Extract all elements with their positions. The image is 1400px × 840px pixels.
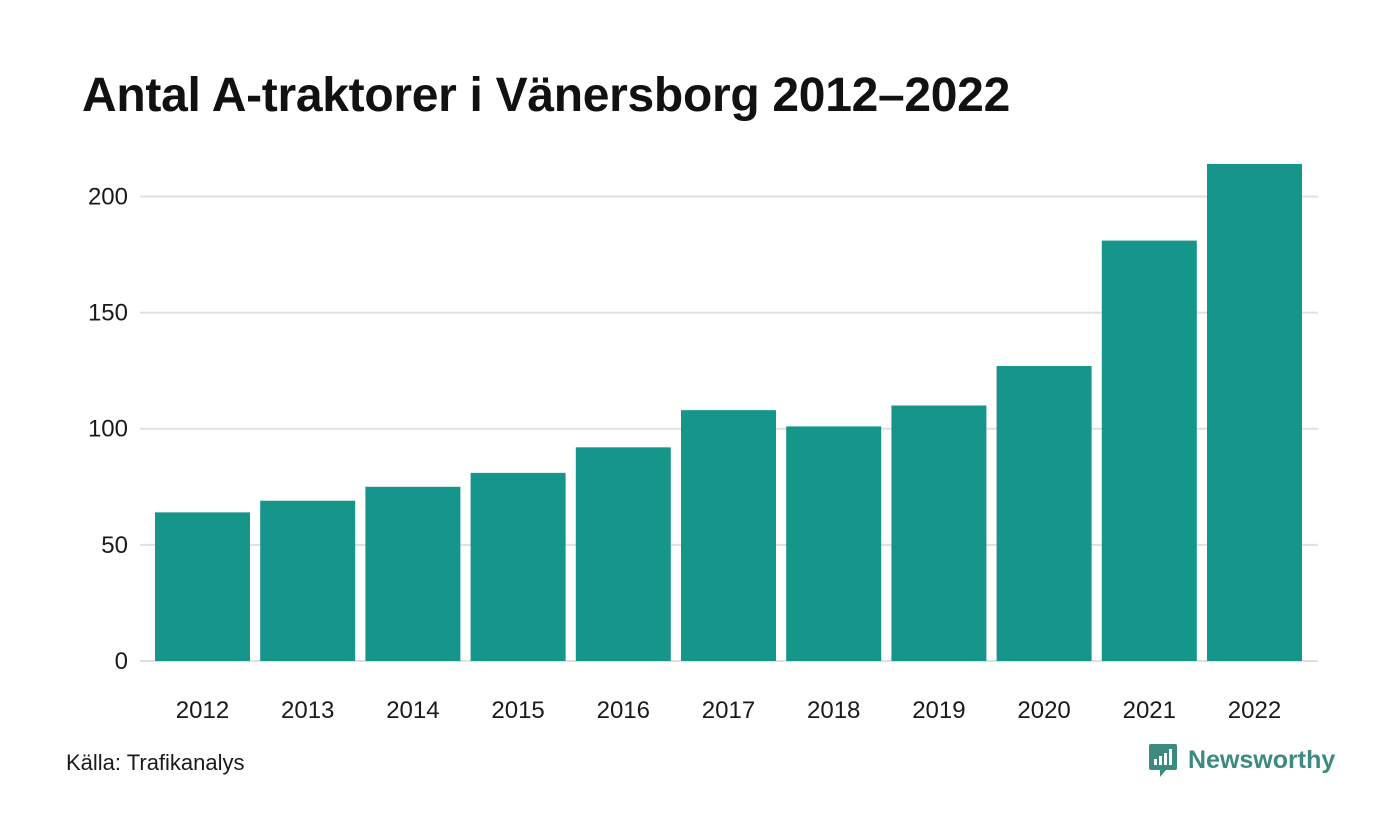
- x-axis-ticks: 2012 2013 2014 2015 2016 2017 2018 2019 2020 2021…: [176, 697, 1281, 724]
- x-tick-label: 2012: [176, 697, 229, 724]
- bar-2018: [786, 426, 882, 661]
- x-tick-label: 2015: [491, 697, 544, 724]
- bar-2019: [891, 405, 987, 661]
- brand-name: Newsworthy: [1188, 745, 1336, 774]
- x-tick-label: 2017: [702, 697, 755, 724]
- bar-2020: [996, 366, 1092, 661]
- y-tick-label: 0: [115, 648, 128, 675]
- chart-title: Antal A-traktorer i Vänersborg 2012–2022: [82, 69, 1010, 122]
- y-tick-label: 100: [88, 416, 128, 443]
- bar-2016: [575, 447, 671, 661]
- bar-2022: [1207, 163, 1302, 661]
- x-tick-label: 2018: [807, 697, 860, 724]
- newsworthy-logo-icon: [1149, 744, 1177, 777]
- bar-2015: [470, 472, 566, 661]
- x-tick-label: 2013: [281, 697, 334, 724]
- brand-logo[interactable]: Newsworthy: [1148, 742, 1335, 778]
- y-tick-label: 200: [88, 183, 128, 210]
- bar-2013: [260, 500, 356, 661]
- x-tick-label: 2020: [1017, 697, 1070, 724]
- x-tick-label: 2022: [1228, 697, 1281, 724]
- bar-2014: [365, 486, 461, 661]
- x-tick-label: 2019: [912, 697, 965, 724]
- bar-2017: [681, 410, 776, 661]
- y-tick-label: 50: [101, 532, 128, 559]
- bar-2012: [155, 512, 250, 661]
- y-tick-label: 150: [88, 300, 128, 327]
- y-axis-ticks: 0 50 100 150 200: [88, 183, 128, 675]
- bars: [155, 163, 1302, 661]
- x-tick-label: 2016: [597, 697, 650, 724]
- bar-2021: [1101, 240, 1197, 661]
- x-tick-label: 2014: [386, 697, 439, 724]
- x-tick-label: 2021: [1123, 697, 1176, 724]
- source-label: Källa: Trafikanalys: [66, 750, 245, 775]
